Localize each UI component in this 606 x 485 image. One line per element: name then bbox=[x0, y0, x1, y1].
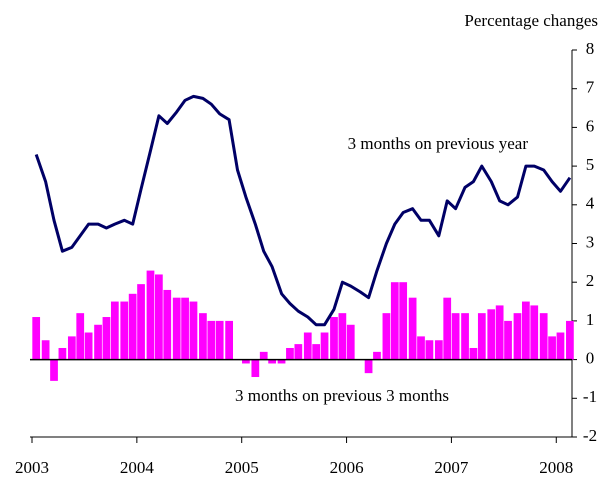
bar bbox=[277, 359, 286, 364]
bar bbox=[330, 317, 338, 360]
bar bbox=[521, 301, 530, 360]
bar bbox=[215, 320, 224, 360]
bar bbox=[530, 305, 539, 360]
bar bbox=[58, 347, 67, 360]
bar bbox=[487, 309, 496, 360]
bar bbox=[443, 297, 452, 360]
bar bbox=[338, 313, 347, 360]
bar bbox=[504, 320, 512, 360]
bar bbox=[102, 317, 111, 360]
bar bbox=[312, 344, 321, 360]
bar-annotation: 3 months on previous 3 months bbox=[235, 386, 449, 405]
bar bbox=[425, 340, 434, 360]
bar bbox=[50, 359, 58, 381]
bar bbox=[268, 359, 276, 364]
bar bbox=[259, 351, 268, 360]
bar bbox=[513, 313, 522, 360]
bar bbox=[556, 332, 565, 360]
bar bbox=[390, 282, 399, 360]
bar bbox=[364, 359, 373, 374]
bar bbox=[495, 305, 504, 360]
y-tick-label: 7 bbox=[586, 78, 595, 97]
y-tick-label: 3 bbox=[586, 232, 595, 251]
x-tick-label: 2004 bbox=[120, 458, 155, 477]
bar bbox=[417, 336, 425, 360]
y-tick-label: 2 bbox=[586, 271, 595, 290]
bar bbox=[477, 313, 486, 360]
x-tick-label: 2006 bbox=[330, 458, 364, 477]
y-tick-label: 5 bbox=[586, 155, 595, 174]
x-tick-label: 2005 bbox=[225, 458, 259, 477]
bar bbox=[84, 332, 93, 360]
bar bbox=[461, 313, 469, 360]
y-tick-label: -1 bbox=[583, 387, 597, 406]
bar bbox=[155, 274, 163, 360]
bar bbox=[320, 332, 329, 360]
bar bbox=[207, 320, 216, 360]
x-tick-label: 2008 bbox=[539, 458, 573, 477]
bar bbox=[120, 301, 129, 360]
bar bbox=[251, 359, 260, 378]
bar bbox=[539, 313, 548, 360]
bar bbox=[548, 336, 556, 360]
bar bbox=[469, 347, 478, 360]
bar bbox=[286, 347, 294, 360]
bar bbox=[110, 301, 119, 360]
bar bbox=[189, 301, 198, 360]
bar bbox=[225, 320, 233, 360]
bar bbox=[294, 344, 303, 360]
bar bbox=[94, 324, 102, 360]
bar bbox=[373, 351, 381, 360]
bar bbox=[199, 313, 207, 360]
bar bbox=[146, 270, 155, 360]
y-tick-label: 8 bbox=[586, 39, 595, 58]
y-tick-label: 0 bbox=[586, 349, 595, 368]
y-tick-label: 6 bbox=[586, 116, 595, 135]
bar bbox=[32, 317, 41, 360]
bar bbox=[434, 340, 443, 360]
bar bbox=[163, 289, 172, 360]
bar bbox=[137, 284, 145, 360]
bar bbox=[566, 320, 574, 360]
bar bbox=[346, 324, 355, 360]
x-tick-label: 2007 bbox=[434, 458, 469, 477]
bar bbox=[382, 313, 391, 360]
y-axis-label: Percentage changes bbox=[464, 11, 598, 30]
bar bbox=[128, 293, 137, 360]
bar bbox=[242, 359, 250, 364]
line-annotation: 3 months on previous year bbox=[348, 134, 529, 153]
bar bbox=[41, 340, 50, 360]
bar bbox=[408, 297, 417, 360]
bar bbox=[303, 332, 312, 360]
y-tick-label: 4 bbox=[586, 194, 595, 213]
bar bbox=[76, 313, 85, 360]
y-tick-label: 1 bbox=[586, 310, 595, 329]
bar bbox=[67, 336, 76, 360]
bar bbox=[451, 313, 460, 360]
bar bbox=[399, 282, 408, 360]
x-tick-label: 2003 bbox=[15, 458, 49, 477]
bar bbox=[181, 297, 189, 360]
y-tick-label: -2 bbox=[583, 426, 597, 445]
line bbox=[34, 94, 572, 327]
bar bbox=[172, 297, 181, 360]
